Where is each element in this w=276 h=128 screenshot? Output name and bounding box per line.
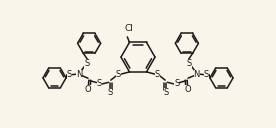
Text: S: S (187, 59, 192, 68)
Text: S: S (84, 59, 89, 68)
Text: S: S (155, 70, 160, 79)
Text: O: O (184, 85, 191, 94)
Text: S: S (174, 79, 179, 88)
Text: S: S (67, 70, 72, 79)
Text: S: S (116, 70, 121, 79)
Text: S: S (164, 88, 169, 97)
Text: Cl: Cl (124, 24, 133, 33)
Text: N: N (76, 70, 83, 79)
Text: N: N (193, 70, 200, 79)
Text: S: S (204, 70, 209, 79)
Text: O: O (85, 85, 92, 94)
Text: S: S (97, 79, 102, 88)
Text: S: S (107, 88, 112, 97)
